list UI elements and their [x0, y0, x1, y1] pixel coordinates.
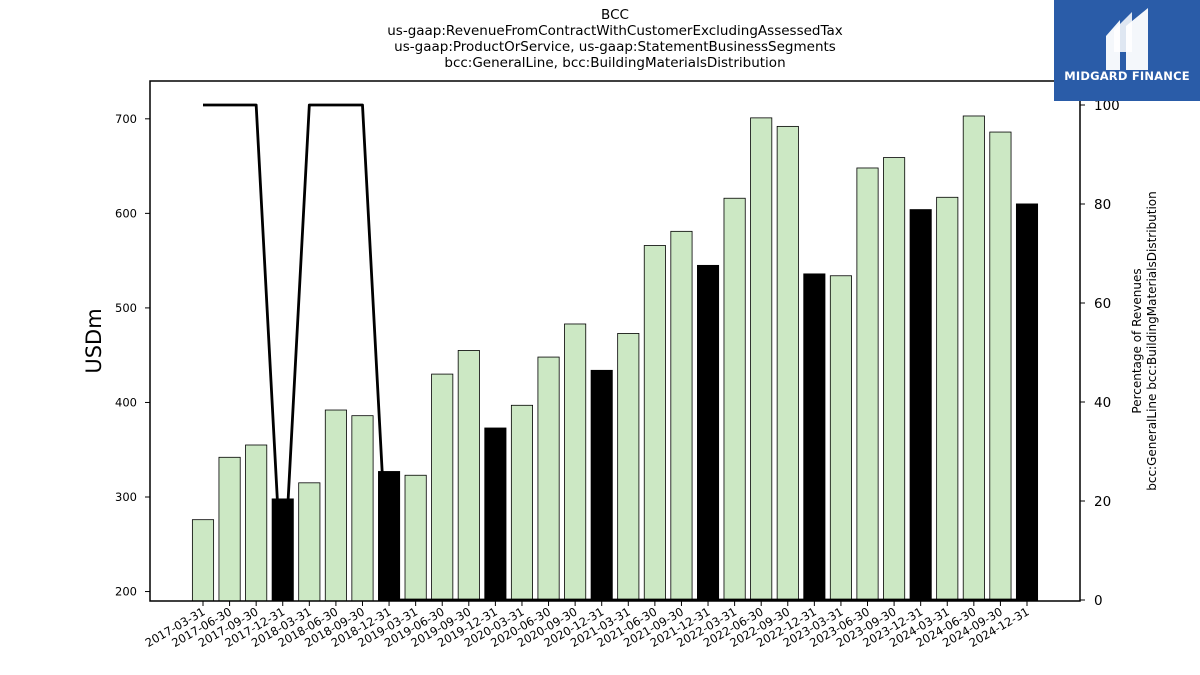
bar [670, 230, 693, 602]
bar-series [191, 115, 1039, 602]
chart-title-line: us-gaap:RevenueFromContractWithCustomerE… [387, 23, 843, 39]
right-y-tick-label: 60 [1094, 296, 1111, 312]
chart-title: BCC us-gaap:RevenueFromContractWithCusto… [150, 7, 1080, 71]
bar [191, 519, 215, 602]
right-y-tick-label: 80 [1094, 197, 1111, 213]
bar [324, 409, 347, 602]
right-y-tick-label: 40 [1094, 395, 1111, 411]
bar [803, 273, 826, 602]
y-tick-label: 500 [115, 301, 137, 315]
bar [351, 415, 374, 602]
y-tick-label: 400 [115, 395, 137, 409]
bar [776, 125, 799, 602]
right-y-tick-label: 100 [1094, 98, 1120, 114]
bar [457, 350, 480, 602]
x-axis: 2017-03-312017-06-302017-09-302017-12-31… [143, 601, 1032, 650]
bar [962, 115, 985, 602]
bar [537, 356, 560, 602]
left-y-axis: 200 300 400 500 600 700 [115, 112, 150, 599]
right-y-axis: 0 20 40 60 80 100 [1080, 98, 1120, 609]
bar [564, 323, 587, 602]
y-tick-label: 600 [115, 206, 137, 220]
left-y-axis-label: USDm [82, 308, 106, 373]
chart-title-line: us-gaap:ProductOrService, us-gaap:Statem… [394, 39, 836, 55]
logo-text: MIDGARD FINANCE [1064, 69, 1190, 83]
bar [643, 245, 666, 602]
bar [856, 167, 879, 602]
bar [510, 404, 533, 602]
plot-frame [149, 80, 1081, 602]
right-y-tick-label: 20 [1094, 494, 1111, 510]
bar [218, 456, 241, 602]
midgard-finance-logo: MIDGARD FINANCE [1054, 0, 1200, 101]
bar [829, 275, 852, 602]
bar [484, 427, 507, 602]
bar [431, 373, 454, 602]
y-tick-label: 700 [115, 112, 137, 126]
chart-title-line: BCC [601, 7, 629, 23]
percentage-line-series [203, 103, 1027, 602]
bar [750, 117, 773, 602]
bar [989, 131, 1012, 602]
right-y-axis-label-line: Percentage of Revenues [1130, 268, 1144, 413]
bar [723, 197, 746, 602]
y-tick-label: 300 [115, 490, 137, 504]
percentage-line [203, 103, 1027, 602]
bar [909, 209, 932, 602]
y-tick-label: 200 [115, 585, 137, 599]
bar [245, 444, 268, 602]
chart-title-line: bcc:GeneralLine, bcc:BuildingMaterialsDi… [444, 55, 786, 71]
bar [936, 196, 959, 602]
right-y-tick-label: 0 [1094, 593, 1103, 609]
bar [1015, 203, 1039, 602]
bar [617, 333, 640, 602]
bar [298, 482, 321, 602]
bar [590, 369, 613, 602]
bar [404, 474, 427, 602]
right-y-axis-label-line: bcc:GeneralLine bcc:BuildingMaterialsDis… [1145, 191, 1159, 491]
bar [883, 157, 906, 602]
logo-mark-icon [1106, 8, 1148, 70]
bar [697, 264, 720, 602]
